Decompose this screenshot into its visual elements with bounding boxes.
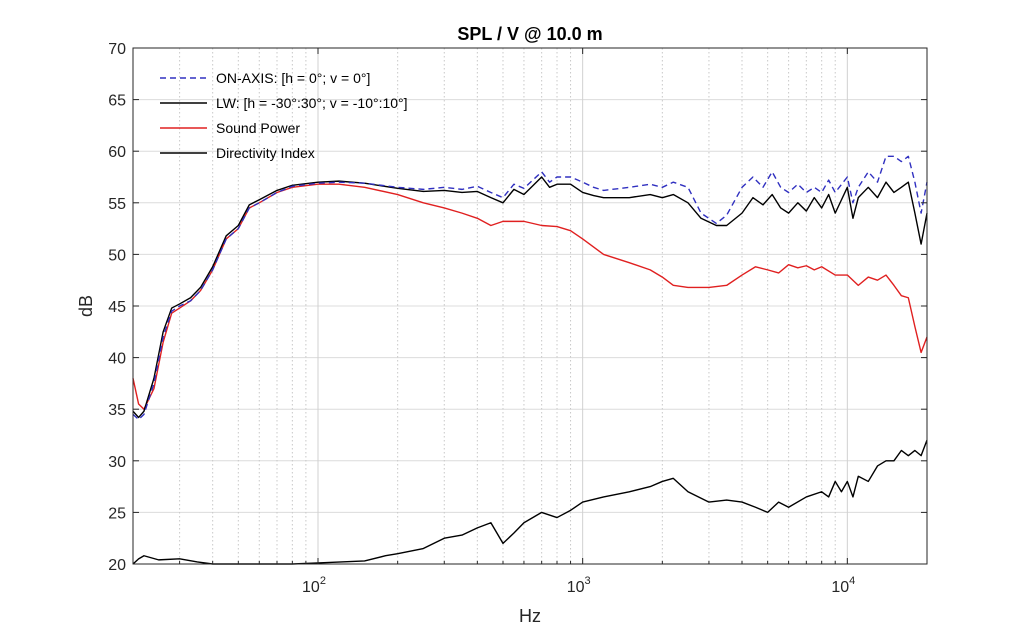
legend-on-axis: ON-AXIS: [h = 0°; v = 0°] [160, 70, 370, 86]
y-tick-label: 25 [108, 505, 126, 522]
legend-label: Sound Power [216, 120, 300, 136]
x-axis-label: Hz [519, 606, 541, 626]
y-tick-label: 60 [108, 144, 126, 161]
lw-line [132, 176, 928, 419]
y-tick-label: 40 [108, 351, 126, 368]
legend-label: ON-AXIS: [h = 0°; v = 0°] [216, 70, 370, 86]
series-layer [132, 155, 928, 565]
on-axis-line [132, 155, 928, 421]
legend-label: LW: [h = -30°:30°; v = -10°:10°] [216, 95, 408, 111]
legend-sound-power: Sound Power [160, 120, 300, 136]
legend-label: Directivity Index [216, 145, 315, 161]
legend-lw: LW: [h = -30°:30°; v = -10°:10°] [160, 95, 408, 111]
y-tick-label: 20 [108, 557, 126, 574]
chart-title: SPL / V @ 10.0 m [457, 24, 602, 44]
y-tick-label: 30 [108, 454, 126, 471]
y-tick-label: 45 [108, 299, 126, 316]
y-axis-label: dB [76, 295, 96, 317]
y-tick-label: 55 [108, 196, 126, 213]
y-tick-label: 35 [108, 402, 126, 419]
y-tick-label: 70 [108, 41, 126, 58]
legend-directivity-index: Directivity Index [160, 145, 315, 161]
y-tick-label: 50 [108, 247, 126, 264]
y-tick-label: 65 [108, 93, 126, 110]
legend: ON-AXIS: [h = 0°; v = 0°] LW: [h = -30°:3… [160, 70, 408, 161]
